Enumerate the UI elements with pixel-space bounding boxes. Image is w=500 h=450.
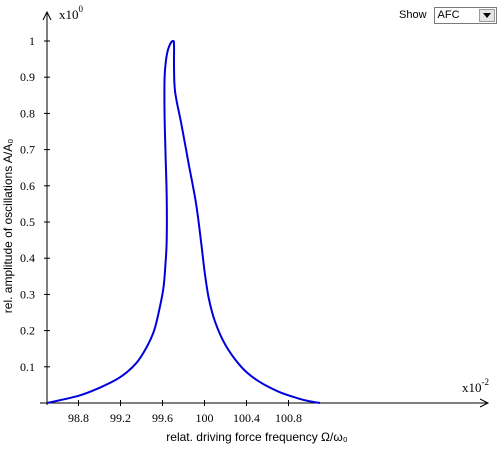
y-tick-label: 0.9 <box>20 70 35 84</box>
show-selected-value: AFC <box>437 8 460 21</box>
afc-curve <box>46 39 321 404</box>
x-tick-label: 99.2 <box>110 411 131 425</box>
x-tick-label: 100.4 <box>233 411 260 425</box>
axes <box>40 10 490 408</box>
chevron-down-icon <box>482 12 491 18</box>
x-tick-label: 98.8 <box>68 411 89 425</box>
x-tick-label: 100 <box>196 411 214 425</box>
y-tick-label: 0.5 <box>20 215 35 229</box>
show-label: Show <box>399 9 427 21</box>
y-multiplier-base: x10 <box>59 7 79 22</box>
x-tick-label: 100.8 <box>275 411 302 425</box>
y-tick-label: 0.8 <box>20 106 35 120</box>
show-select[interactable]: AFC <box>433 6 497 24</box>
x-multiplier-exponent: -2 <box>482 377 490 387</box>
y-tick-label: 1 <box>29 34 35 48</box>
y-axis-arrow <box>42 10 52 21</box>
y-axis-multiplier: x100 <box>59 4 84 22</box>
x-axis-multiplier: x10-2 <box>462 377 489 395</box>
x-multiplier-base: x10 <box>462 380 482 395</box>
y-tick-label: 0.7 <box>20 143 35 157</box>
x-axis-arrow <box>479 398 490 408</box>
y-tick-label: 0.2 <box>20 324 35 338</box>
y-tick-label: 0.1 <box>20 360 35 374</box>
y-multiplier-exponent: 0 <box>79 4 84 14</box>
tick-labels: 0.1 0.2 0.3 0.4 0.5 0.6 0.7 0.8 0.9 1 98.8 99.2 99.6… <box>20 34 302 425</box>
y-tick-label: 0.3 <box>20 287 35 301</box>
y-tick-label: 0.6 <box>20 179 35 193</box>
x-axis-title: relat. driving force frequency Ω/ω₀ <box>166 430 347 444</box>
x-tick-label: 99.6 <box>152 411 173 425</box>
tick-marks <box>44 40 289 406</box>
series-layer <box>46 39 321 404</box>
show-dropdown-button[interactable] <box>478 8 495 22</box>
y-tick-label: 0.4 <box>20 251 35 265</box>
y-axis-title: rel. amplitude of oscillations A/A₀ <box>1 139 15 313</box>
show-control: Show AFC <box>399 6 497 24</box>
